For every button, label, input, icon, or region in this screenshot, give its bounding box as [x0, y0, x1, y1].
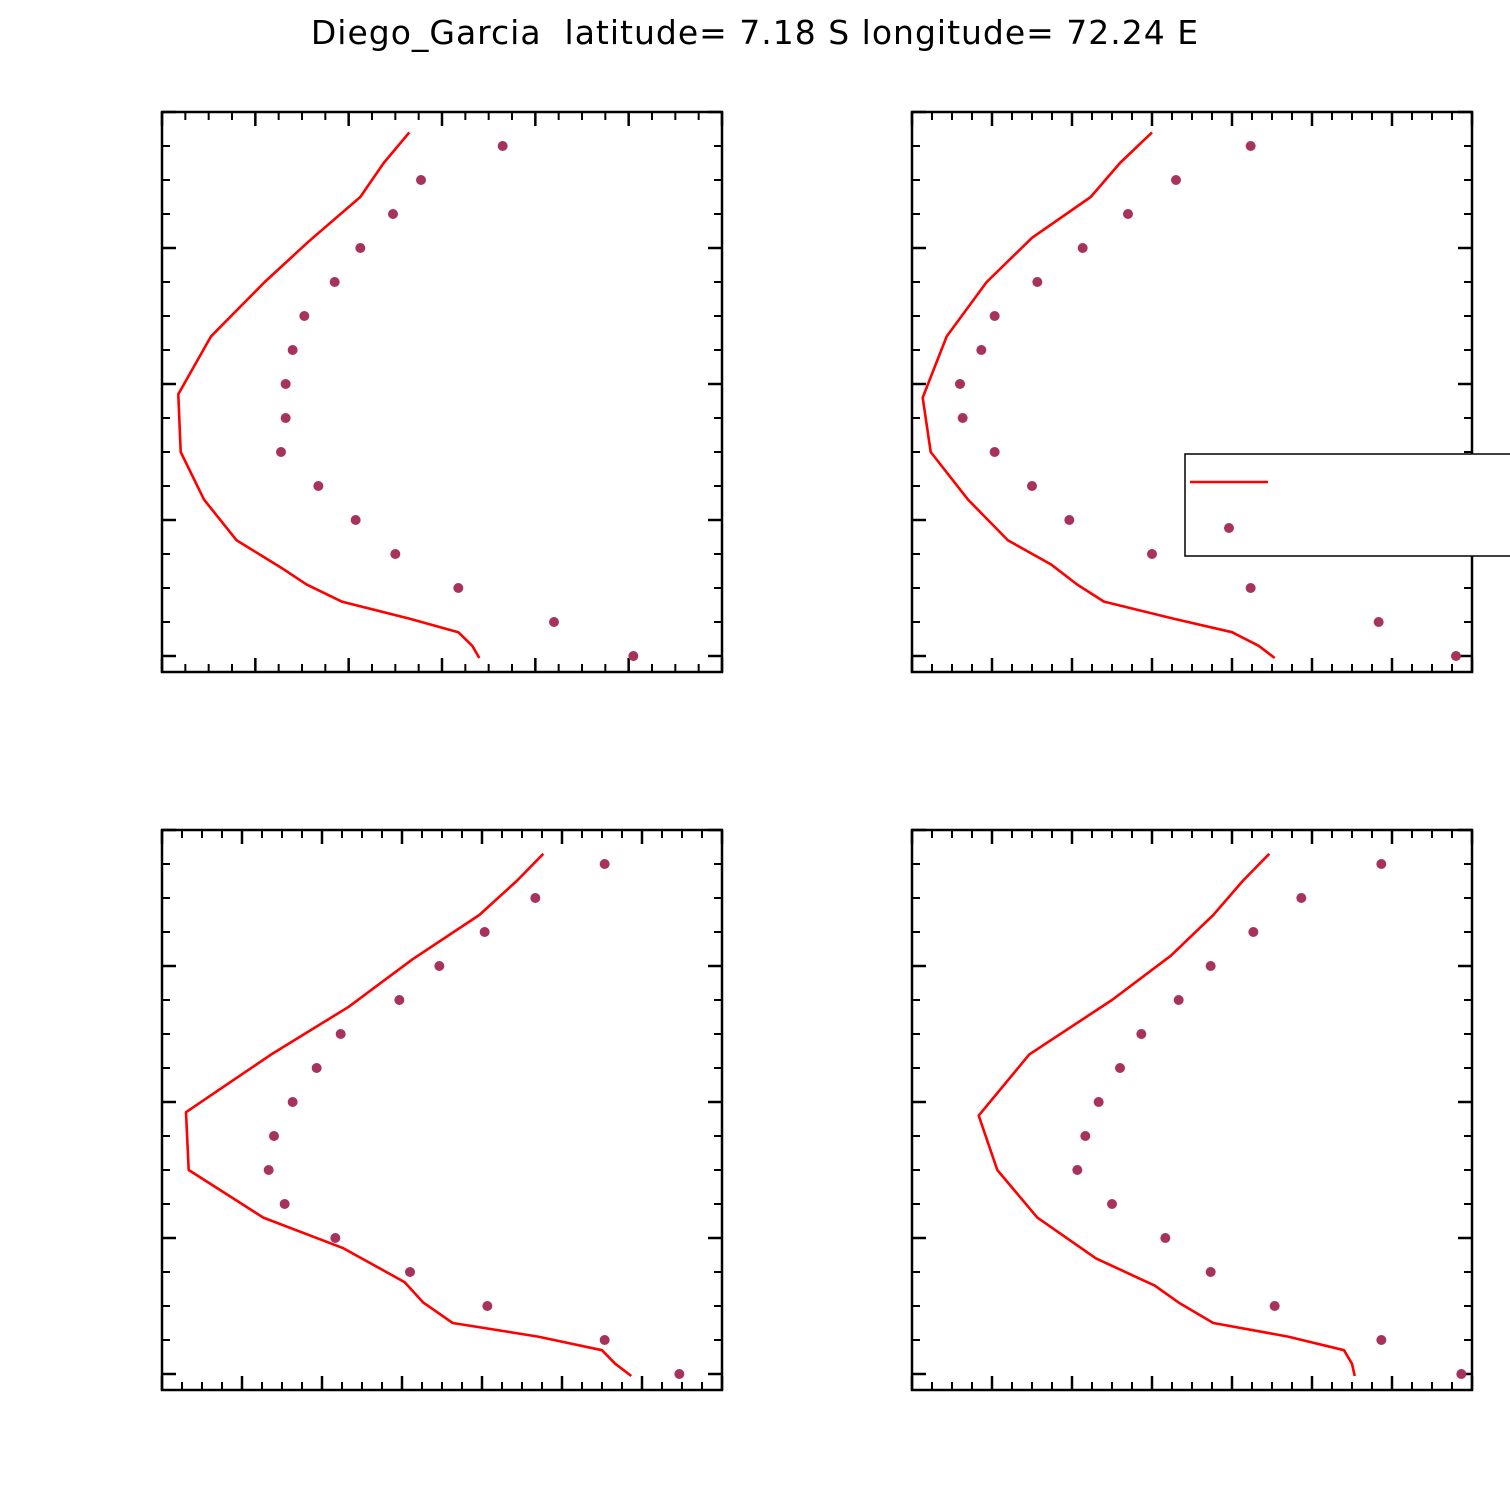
plot-area — [184, 852, 685, 1379]
raobs-point — [287, 345, 298, 355]
raobs-point — [280, 379, 291, 389]
raobs-point — [1171, 175, 1181, 185]
plot-area — [921, 131, 1461, 661]
raobs-point — [311, 1063, 322, 1073]
raobs-point — [1245, 583, 1256, 593]
panel-apr — [910, 110, 1474, 674]
raobs-point — [276, 447, 286, 457]
raobs-point — [394, 995, 405, 1005]
raobs-point — [1080, 1131, 1091, 1141]
raobs-point — [479, 927, 490, 937]
raobs-point — [405, 1267, 415, 1277]
raobs-point — [390, 549, 401, 559]
raobs-point — [416, 175, 426, 185]
raobs-point — [313, 481, 324, 491]
raobs-point — [989, 311, 1000, 321]
plot-frame — [160, 828, 724, 1392]
raobs-point — [497, 141, 508, 151]
raobs-point — [1032, 277, 1043, 287]
raobs-point — [957, 413, 968, 423]
raobs-point — [955, 379, 965, 389]
raobs-point — [1123, 209, 1133, 219]
plot-frame — [910, 828, 1474, 1392]
raobs-point — [1027, 481, 1037, 491]
plot-frame — [910, 110, 1474, 674]
raobs-point — [330, 1233, 341, 1243]
raobs-point — [530, 893, 541, 903]
raobs-point — [1147, 549, 1157, 559]
raobs-point — [549, 617, 559, 627]
raobs-point — [1077, 243, 1088, 253]
raobs-point — [1173, 995, 1184, 1005]
model-line — [177, 131, 481, 659]
raobs-point — [1160, 1233, 1171, 1243]
raobs-point — [1205, 1267, 1216, 1277]
raobs-point — [1296, 893, 1307, 903]
raobs-point — [628, 651, 639, 661]
raobs-point — [335, 1029, 346, 1039]
raobs-point — [482, 1301, 493, 1311]
raobs-point — [976, 345, 987, 355]
raobs-point — [1136, 1029, 1147, 1039]
raobs-point — [599, 859, 610, 869]
model-line — [184, 852, 633, 1378]
legend-box — [1184, 453, 1510, 557]
raobs-point — [1093, 1097, 1104, 1107]
model-line — [977, 852, 1356, 1377]
model-line — [921, 131, 1276, 660]
raobs-point — [1451, 651, 1461, 661]
raobs-point — [388, 209, 398, 219]
raobs-point — [1205, 961, 1216, 971]
raobs-point — [1269, 1301, 1280, 1311]
raobs-point — [329, 277, 340, 287]
raobs-point — [263, 1165, 274, 1175]
panel-oct — [910, 828, 1474, 1392]
plot-area — [977, 852, 1467, 1379]
panel-jan — [160, 110, 724, 674]
raobs-point — [350, 515, 361, 525]
raobs-point — [1456, 1369, 1467, 1379]
raobs-point — [1064, 515, 1075, 525]
panels — [160, 110, 1474, 1392]
raobs-point — [989, 447, 1000, 457]
raobs-point — [279, 1199, 290, 1209]
raobs-point — [1373, 617, 1384, 627]
raobs-point — [280, 413, 291, 423]
raobs-point — [269, 1131, 279, 1141]
raobs-point — [1376, 1335, 1387, 1345]
raobs-point — [1376, 859, 1387, 869]
raobs-point — [1245, 141, 1256, 151]
raobs-point — [1107, 1199, 1117, 1209]
plot-frame — [160, 110, 724, 674]
raobs-point — [453, 583, 464, 593]
raobs-point — [1115, 1063, 1125, 1073]
raobs-point — [287, 1097, 298, 1107]
panel-jul — [160, 828, 724, 1392]
raobs-point — [1248, 927, 1259, 937]
raobs-point — [1072, 1165, 1083, 1175]
legend — [1184, 453, 1510, 557]
raobs-point — [674, 1369, 685, 1379]
figure-title: Diego_Garcia latitude= 7.18 S longitude=… — [311, 13, 1199, 52]
raobs-point — [599, 1335, 610, 1345]
legend-obs-swatch — [1224, 523, 1234, 533]
raobs-point — [299, 311, 310, 321]
raobs-point — [355, 243, 366, 253]
raobs-point — [434, 961, 445, 971]
plot-area — [177, 131, 639, 661]
